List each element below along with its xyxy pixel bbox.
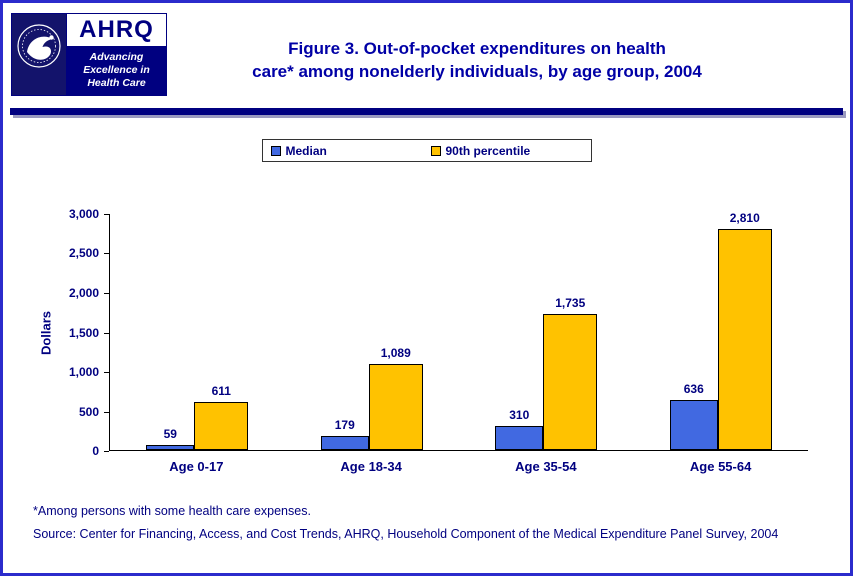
chart-area: Dollars 3,000 2,500 2,000 1,500 1,000 500 0 59… [33,207,808,474]
bar-median [320,435,369,450]
y-tick-label: 1,500 [68,325,99,340]
bar-value-label: 1,089 [380,346,411,361]
ahrq-tagline-line: Excellence in [83,64,150,76]
hhs-logo-icon [12,14,66,95]
plot-area: 59 611 179 1,089 310 1,735 636 2,810 [109,210,808,451]
footnote-asterisk: *Among persons with some health care exp… [33,504,311,518]
legend-box: Median 90th percentile [261,139,592,162]
bar-value-label: 636 [683,381,704,396]
bar-group: 310 1,735 [495,214,598,450]
footnotes: *Among persons with some health care exp… [33,504,850,541]
y-tick-label: 2,500 [68,246,99,261]
ahrq-tagline-line: Advancing [89,51,144,63]
y-tick-mark [104,411,109,413]
bar-value-label: 1,735 [555,295,586,310]
plot-column: 59 611 179 1,089 310 1,735 636 2,810 Age 0-17 Ag… [109,210,808,474]
legend-item-90th-percentile: 90th percentile [430,143,591,158]
page-title-line-1: Figure 3. Out-of-pocket expenditures on … [288,39,666,58]
bar-median [146,445,195,450]
bar-median [669,399,718,450]
bar-wrap: 636 [669,214,718,450]
y-tick-mark [104,292,109,294]
logo-group: AHRQ Advancing Excellence in Health Care [11,13,167,96]
ahrq-tagline-line: Health Care [87,77,146,89]
legend-label-median: Median [285,143,327,158]
bar-wrap: 1,735 [543,214,598,450]
page-title: Figure 3. Out-of-pocket expenditures on … [167,13,842,96]
y-axis-title: Dollars [38,310,54,355]
bar-wrap: 179 [320,214,369,450]
header: AHRQ Advancing Excellence in Health Care… [3,3,850,96]
footnote-source: Source: Center for Financing, Access, an… [33,527,779,541]
y-tick-mark [104,214,109,215]
y-tick-label: 3,000 [68,207,99,221]
y-tick-mark [104,371,109,373]
bar-wrap: 2,810 [717,210,772,450]
bar-90th-percentile [543,313,598,450]
header-divider-bar [10,108,843,115]
ahrq-logo: AHRQ Advancing Excellence in Health Care [66,14,166,95]
x-axis-labels: Age 0-17 Age 18-34 Age 35-54 Age 55-64 [109,459,808,474]
y-tick-label: 1,000 [68,364,99,379]
bar-value-label: 2,810 [729,210,760,225]
ahrq-acronym-wrap: AHRQ [67,14,166,46]
bar-wrap: 310 [495,214,544,450]
bar-group: 636 2,810 [669,210,772,450]
x-axis-label: Age 18-34 [340,459,402,474]
bar-90th-percentile [194,401,249,450]
bar-median [495,425,544,450]
bar-group: 179 1,089 [320,214,423,450]
y-tick-mark [104,451,109,452]
y-tick-label: 500 [78,404,99,419]
ahrq-acronym: AHRQ [79,16,154,43]
y-tick-mark [104,332,109,334]
bar-group: 59 611 [146,214,249,450]
bar-wrap: 1,089 [368,214,423,450]
x-axis-label: Age 0-17 [169,459,224,474]
legend-item-median: Median [263,144,431,158]
x-axis-label: Age 55-64 [689,459,752,474]
bar-value-label: 59 [163,427,177,442]
x-axis-label: Age 35-54 [515,459,577,474]
y-tick-mark [104,253,109,255]
bar-wrap: 59 [146,214,195,450]
y-tick-label: 0 [92,444,99,458]
y-tick-label: 2,000 [68,285,99,300]
bar-value-label: 179 [334,417,355,432]
y-axis-title-wrap: Dollars [33,214,59,451]
bar-90th-percentile [368,364,423,450]
bar-value-label: 611 [211,383,231,398]
legend-label-90th-percentile: 90th percentile [445,143,531,158]
page-title-line-2: care* among nonelderly individuals, by a… [252,62,702,81]
bar-90th-percentile [717,228,772,450]
percentile-color-swatch-icon [430,145,441,156]
bar-wrap: 611 [194,214,249,450]
ahrq-tagline: Advancing Excellence in Health Care [67,46,166,95]
bar-value-label: 310 [509,407,530,422]
y-axis: 3,000 2,500 2,000 1,500 1,000 500 0 [59,207,109,458]
median-color-swatch-icon [270,145,281,156]
